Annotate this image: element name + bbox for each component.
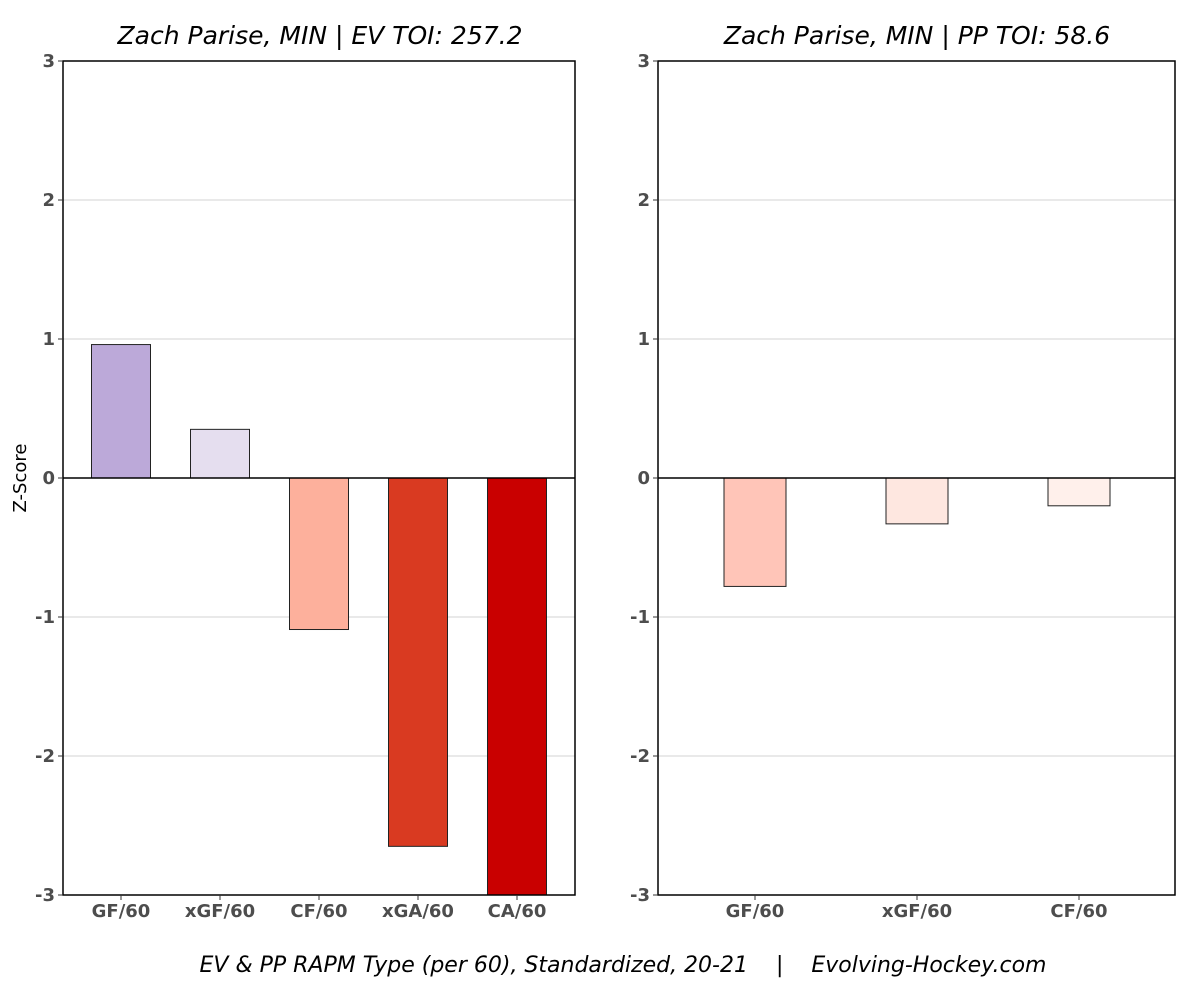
x-tick-label: CF/60 <box>1050 901 1107 922</box>
y-tick-label: -3 <box>35 885 55 906</box>
x-tick-label: GF/60 <box>726 901 785 922</box>
x-tick-label: xGA/60 <box>382 901 454 922</box>
ev-bars <box>91 344 547 896</box>
ev-bar-xgf-60 <box>190 428 250 479</box>
ev-bar-cf-60 <box>289 477 349 631</box>
x-tick-label: xGF/60 <box>185 901 255 922</box>
y-tick-label: -1 <box>35 607 55 628</box>
x-tick-label: GF/60 <box>92 901 151 922</box>
x-tick-label: CF/60 <box>290 901 347 922</box>
ev-chart-title: Zach Parise, MIN | EV TOI: 257.2 <box>117 21 523 50</box>
pp-bars <box>723 477 1111 587</box>
pp-bar-xgf-60 <box>885 477 949 525</box>
y-tick-label: -1 <box>630 607 650 628</box>
x-tick-label: xGF/60 <box>882 901 952 922</box>
y-tick-label: 1 <box>637 329 650 350</box>
pp-panel: Zach Parise, MIN | PP TOI: 58.6 3 2 1 0 -1 -2… <box>630 21 1176 922</box>
y-tick-label: -3 <box>630 885 650 906</box>
y-tick-label: 3 <box>637 51 650 72</box>
y-tick-label: 2 <box>42 190 55 211</box>
pp-chart-title: Zach Parise, MIN | PP TOI: 58.6 <box>723 21 1110 50</box>
figure-caption: EV & PP RAPM Type (per 60), Standardized… <box>200 953 1047 978</box>
y-tick-label: 3 <box>42 51 55 72</box>
pp-bar-cf-60 <box>1047 477 1111 507</box>
ev-y-ticks: 3 2 1 0 -1 -2 -3 <box>35 51 63 906</box>
ev-y-axis-label: Z-Score <box>10 444 31 513</box>
y-tick-label: 0 <box>637 468 650 489</box>
y-tick-label: 0 <box>42 468 55 489</box>
ev-x-ticks: GF/60 xGF/60 CF/60 xGA/60 CA/60 <box>92 895 547 922</box>
pp-x-ticks: GF/60 xGF/60 CF/60 <box>726 895 1108 922</box>
pp-bar-gf-60 <box>723 477 787 587</box>
y-tick-label: -2 <box>35 746 55 767</box>
ev-bar-ca-60 <box>487 477 547 896</box>
x-tick-label: CA/60 <box>488 901 547 922</box>
y-tick-label: -2 <box>630 746 650 767</box>
ev-bar-xga-60 <box>388 477 448 847</box>
ev-bar-gf-60 <box>91 344 151 479</box>
pp-y-ticks: 3 2 1 0 -1 -2 -3 <box>630 51 658 906</box>
ev-panel: Zach Parise, MIN | EV TOI: 257.2 3 2 1 0 -1 -… <box>10 21 576 922</box>
y-tick-label: 1 <box>42 329 55 350</box>
y-tick-label: 2 <box>637 190 650 211</box>
